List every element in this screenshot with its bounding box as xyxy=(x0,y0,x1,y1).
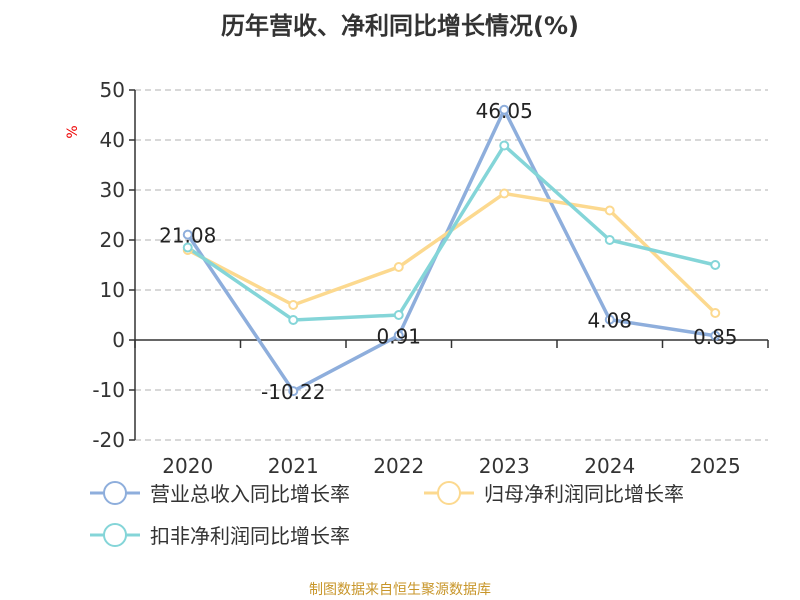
series-line xyxy=(186,105,716,394)
x-tick-label: 2021 xyxy=(268,454,319,478)
data-point xyxy=(393,330,404,341)
y-tick-label: 50 xyxy=(100,78,125,102)
data-label: 0.91 xyxy=(376,324,421,348)
data-point xyxy=(288,300,299,310)
x-tick-label: 2022 xyxy=(373,454,424,478)
x-tick-label: 2023 xyxy=(479,454,530,478)
data-point xyxy=(710,308,721,318)
data-point xyxy=(499,104,510,115)
data-point xyxy=(393,262,404,272)
legend-marker xyxy=(437,481,461,505)
legend-marker xyxy=(103,481,127,505)
data-point xyxy=(499,188,510,199)
data-point xyxy=(182,229,193,240)
x-tick-label: 2025 xyxy=(690,454,741,478)
y-tick-label: 30 xyxy=(100,178,125,202)
data-point xyxy=(288,315,299,325)
data-point xyxy=(710,260,721,270)
chart-title: 历年营收、净利同比增长情况(%) xyxy=(221,12,579,40)
series-line xyxy=(186,142,716,322)
y-tick-label: 10 xyxy=(100,278,125,302)
x-tick-label: 2024 xyxy=(584,454,635,478)
y-axis-label: % xyxy=(65,125,81,138)
data-label: 0.85 xyxy=(693,325,738,349)
y-tick-label: 40 xyxy=(100,128,125,152)
data-label: 4.08 xyxy=(587,309,632,333)
data-label: -10.22 xyxy=(261,380,325,404)
legend-label: 扣非净利润同比增长率 xyxy=(150,524,350,548)
y-tick-label: -10 xyxy=(92,378,125,402)
x-tick-label: 2020 xyxy=(162,454,213,478)
y-tick-label: 0 xyxy=(112,328,125,352)
data-point xyxy=(604,205,615,216)
data-point xyxy=(393,310,404,320)
data-label: 21.08 xyxy=(159,224,216,248)
data-point xyxy=(710,330,721,341)
legend-label: 归母净利润同比增长率 xyxy=(484,482,684,506)
data-point xyxy=(604,235,615,245)
data-point xyxy=(288,386,299,397)
series-line xyxy=(186,191,717,315)
source-footer: 制图数据来自恒生聚源数据库 xyxy=(309,582,491,598)
y-tick-label: -20 xyxy=(92,428,125,452)
data-point xyxy=(182,242,193,253)
y-tick-label: 20 xyxy=(100,228,125,252)
data-label: 46.05 xyxy=(476,99,533,123)
legend-marker xyxy=(103,523,127,547)
data-point xyxy=(499,140,510,151)
legend-label: 营业总收入同比增长率 xyxy=(150,482,350,506)
data-point xyxy=(604,314,615,325)
